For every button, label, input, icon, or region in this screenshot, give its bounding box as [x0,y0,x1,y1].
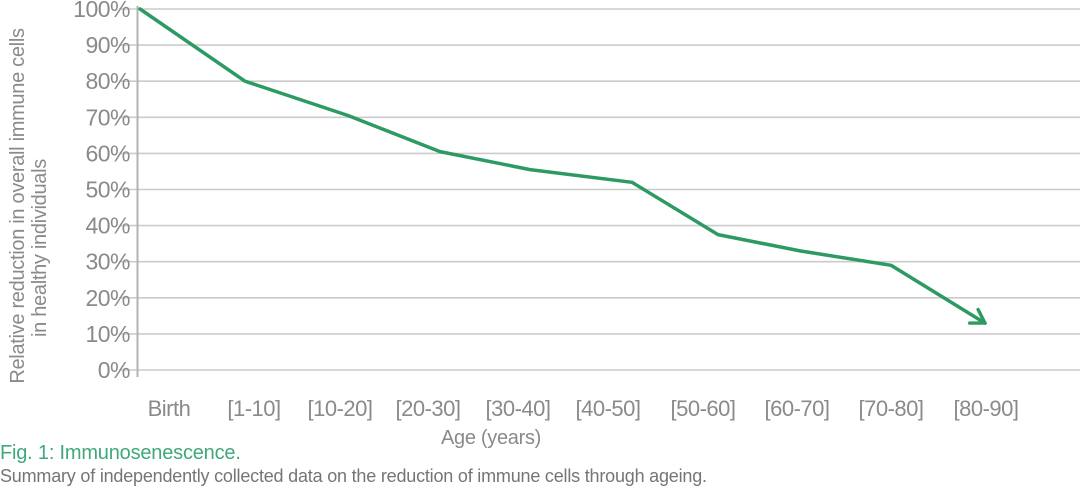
y-tick-label: 30% [85,249,130,275]
y-tick-label: 40% [85,213,130,239]
immune-cells-trend-line [138,7,987,325]
series-layer [138,7,987,325]
y-tick-label: 70% [85,104,130,130]
y-tick-labels: 0% 10% 20% 30% 40% 50% 60% 70% 80% 90% 100% [73,0,130,383]
figure-caption: Fig. 1: Immunosenescence. Summary of ind… [0,441,900,488]
y-tick-label: 10% [85,321,130,347]
y-axis-title-line-1: Relative reduction in overall immune cel… [7,28,29,384]
y-tick-label: 80% [85,68,130,94]
figure-caption-title: Fig. 1: Immunosenescence. [0,442,241,464]
x-tick-label: [40-50] [576,396,641,421]
y-tick-label: 20% [85,285,130,311]
x-tick-label: [1-10] [227,396,280,421]
x-tick-labels: Birth [1-10] [10-20] [20-30] [30-40] [40-50] [… [148,396,1019,421]
y-tick-label: 0% [98,357,130,383]
x-tick-label: [30-40] [486,396,551,421]
x-axis-title: Age (years) [441,427,541,449]
x-tick-label: [10-20] [308,396,373,421]
gridlines-layer [119,8,1080,371]
x-tick-label: [60-70] [765,396,830,421]
y-tick-label: 60% [85,140,130,166]
x-tick-label: Birth [148,396,191,421]
x-tick-label: [80-90] [954,396,1019,421]
chart-canvas: 0% 10% 20% 30% 40% 50% 60% 70% 80% 90% 100% Birth [… [7,0,1080,449]
y-tick-label: 100% [73,0,130,22]
x-tick-label: [20-30] [396,396,461,421]
y-axis-title-line-2: in healthy individuals [29,159,51,337]
x-tick-label: [50-60] [671,396,736,421]
y-tick-label: 50% [85,177,130,203]
figure-caption-text: Summary of independently collected data … [0,466,707,486]
y-tick-label: 90% [85,32,130,58]
x-tick-label: [70-80] [859,396,924,421]
